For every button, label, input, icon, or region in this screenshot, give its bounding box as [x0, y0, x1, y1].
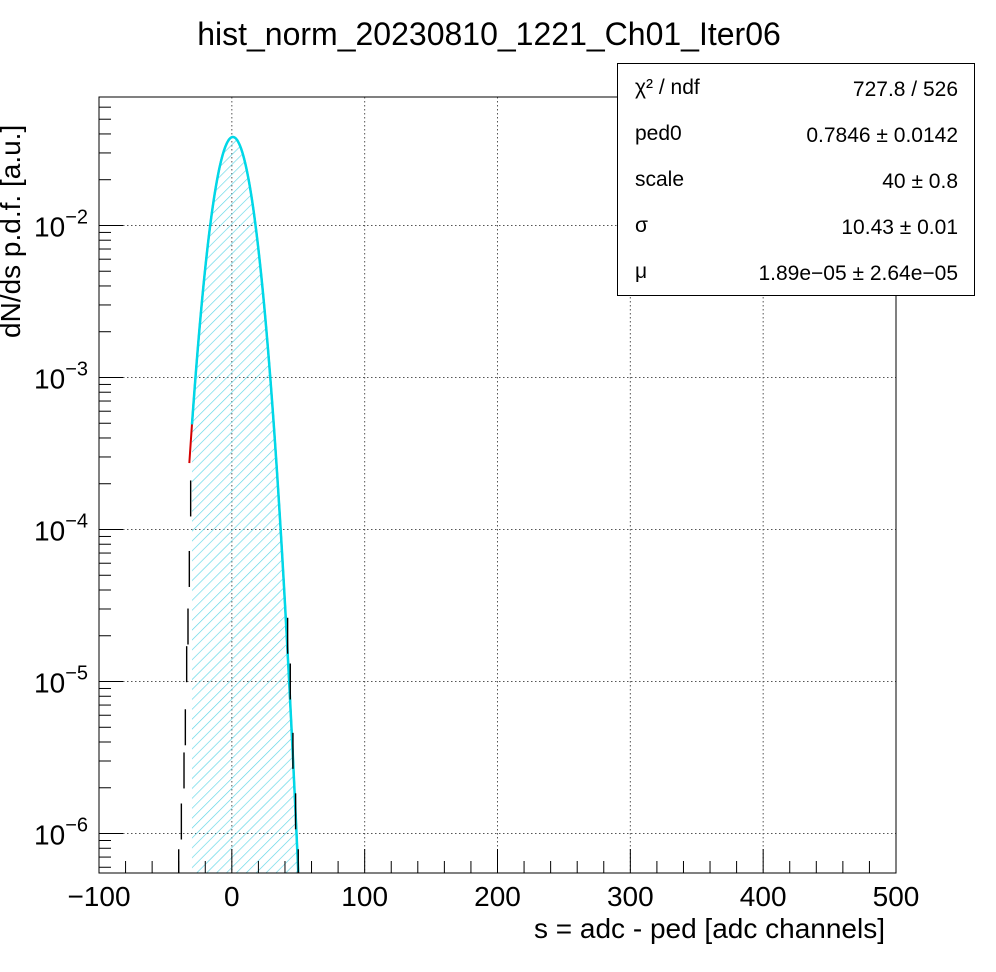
- stats-value: 40 ± 0.8: [882, 170, 958, 193]
- stats-row: scale 40 ± 0.8: [618, 156, 974, 202]
- stats-key: ped0: [635, 122, 682, 145]
- stats-key: χ² / ndf: [635, 76, 700, 99]
- y-tick-label: 10−5: [34, 663, 88, 699]
- stats-value: 727.8 / 526: [852, 78, 958, 101]
- fit-hatched-area: [191, 137, 299, 873]
- x-axis-label: s = adc - ped [adc channels]: [534, 913, 885, 944]
- x-tick-label: −100: [67, 881, 130, 912]
- y-tick-label: 10−3: [34, 358, 88, 394]
- y-tick-label: 10−6: [34, 815, 88, 851]
- x-tick-label: 100: [341, 881, 388, 912]
- y-tick-labels: 10−6 10−5 10−4 10−3 10−2: [34, 206, 88, 850]
- x-tick-label: 200: [474, 881, 521, 912]
- y-axis-label: dN/ds p.d.f. [a.u.]: [0, 125, 26, 338]
- stats-key: μ: [635, 260, 648, 283]
- x-tick-labels: −100 0 100 200 300 400 500: [67, 881, 919, 912]
- plot-area: [177, 135, 300, 873]
- chart-title: hist_norm_20230810_1221_Ch01_Iter06: [197, 16, 781, 52]
- x-tick-label: 400: [740, 881, 787, 912]
- stats-row: μ 1.89e−05 ± 2.64e−05: [618, 248, 974, 294]
- stats-row: σ 10.43 ± 0.01: [618, 202, 974, 248]
- axis-ticks: [98, 96, 897, 873]
- x-tick-label: 0: [224, 881, 240, 912]
- stats-row: ped0 0.7846 ± 0.0142: [618, 110, 974, 156]
- stats-value: 0.7846 ± 0.0142: [806, 124, 958, 147]
- stats-key: σ: [635, 214, 648, 237]
- x-tick-label: 300: [607, 881, 654, 912]
- fit-stats-box: χ² / ndf 727.8 / 526 ped0 0.7846 ± 0.0142 sc…: [617, 63, 975, 296]
- stats-value: 1.89e−05 ± 2.64e−05: [758, 262, 958, 285]
- y-tick-label: 10−2: [34, 206, 88, 242]
- y-tick-label: 10−4: [34, 510, 88, 546]
- stats-value: 10.43 ± 0.01: [841, 216, 958, 239]
- fit-curve: [190, 135, 300, 873]
- stats-row: χ² / ndf 727.8 / 526: [618, 64, 974, 110]
- stats-key: scale: [635, 168, 685, 191]
- x-tick-label: 500: [873, 881, 920, 912]
